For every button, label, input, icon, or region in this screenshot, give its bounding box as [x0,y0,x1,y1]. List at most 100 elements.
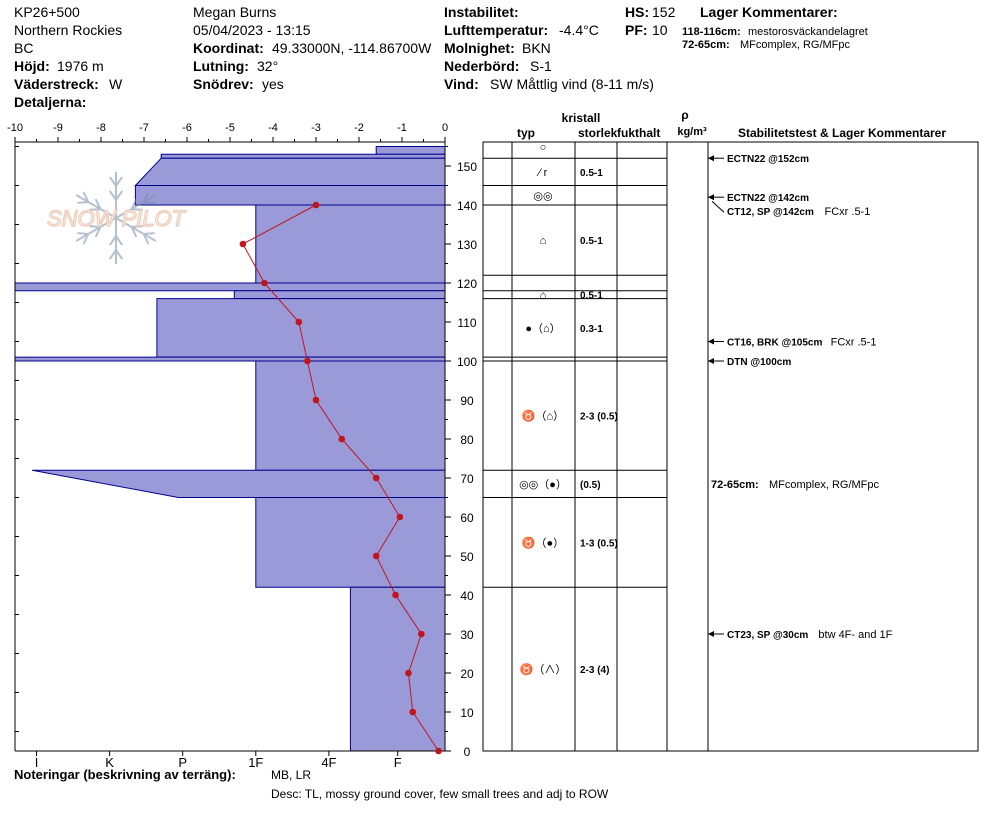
sky-label: Molnighet: [444,40,515,56]
temperature-point [312,396,320,404]
snowflake-branch [143,201,155,204]
grain-type: ⌂ [540,290,547,302]
snowflake-branch [115,235,124,246]
height-tick-label: 0 [464,745,471,759]
grain-size: 1-3 (0.5) [580,538,618,549]
temperature-tick-label: 0 [442,122,448,134]
stability-test: CT23, SP @30cm [727,630,808,641]
layer-comment-range: 72-65cm: [682,39,730,51]
layer-rows: ○ ⁄ r 0.5-1 ◎◎ ⌂ 0.5-1 ⌂ 0.5-1 ●（⌂） 0.3-1 ♉（⌂） 2-3 … [483,142,893,752]
height-tick-label: 60 [460,511,474,525]
snowflake-branch [94,198,102,210]
hardness-layer [255,497,446,588]
hardness-layer [134,157,446,186]
height-label: Höjd: [14,58,50,74]
precip-label: Nederbörd: [444,58,519,74]
temperature-point [312,201,320,209]
grain-size: 0.5-1 [580,168,603,179]
grain-size: 0.5-1 [580,291,603,302]
height-tick-label: 150 [457,160,477,174]
temperature-point [392,591,399,599]
snowflake-branch [108,249,117,260]
height-tick-label: 70 [460,472,474,486]
hardness-label: P [178,755,187,770]
height-tick-label: 140 [457,199,477,213]
sky-value: BKN [522,40,551,56]
region: Northern Rockies [14,22,122,38]
grain-type: ●（⌂） [525,322,560,335]
test-arrow-head [708,358,714,364]
coordinate-value: 49.33000N, -114.86700W [272,40,432,56]
density-header: ρ [681,108,688,122]
temperature-point [304,357,311,365]
temperature-point [396,513,404,521]
grain-type: ♉（●） [522,536,564,549]
drift-label: Snödrev: [193,76,254,92]
drift-value: yes [262,76,284,92]
crystal-header: kristall [562,111,601,125]
temperature-tick-label: -5 [225,122,235,134]
coordinate-label: Koordinat: [193,40,264,56]
snowflake-branch [142,233,150,245]
snowflake-arm [75,194,117,219]
temperature-profile [239,201,442,755]
snowflake-branch [115,190,124,201]
temperature-tick-label: -1 [397,122,407,134]
snowflake-branch [130,226,138,238]
airtemp-value: -4.4°C [559,22,599,38]
wind-value: SW Måttlig vind (8-11 m/s) [490,76,654,92]
hardness-label: 1F [248,755,263,770]
density-unit: kg/m³ [677,126,707,138]
height-tick-label: 20 [460,667,474,681]
hardness-label: 4F [321,755,336,770]
snowflake-branch [89,208,101,211]
hardness-layer [255,204,446,284]
layer-comment-text: mestorosväckandelagret [748,26,868,38]
test-arrow-head [708,338,714,345]
height-tick-label: 100 [457,355,477,369]
layer-comment-text: MFcomplex, RG/MFpc [740,39,851,51]
temperature-point [372,474,380,482]
snowflake-arm [75,217,117,242]
hardness-label: F [394,755,402,770]
hardness-layer [134,185,446,206]
stability-comment: FCxr .5-1 [825,206,871,218]
test-arrow-head [708,155,714,162]
temperature-point [418,630,425,638]
header: KP26+500 Northern Rockies BC Höjd: 1976 … [14,4,868,110]
hs-value: 152 [652,4,676,20]
site-name: KP26+500 [14,4,80,20]
grain-size: 2-3 (0.5) [580,412,618,423]
snowflake-branch [82,233,90,245]
snowflake-branch [77,232,89,235]
hardness-layer [349,586,446,752]
hardness-layer [156,298,446,358]
snowflake-branch [131,208,143,211]
height-tick-label: 110 [457,316,476,330]
grain-type: ◎◎（●） [519,478,567,491]
temperature-tick-label: -8 [96,122,106,134]
wind-label: Vind: [444,76,479,92]
footer: Noteringar (beskrivning av terräng): MB,… [14,767,609,801]
hardness-layer [14,356,446,362]
snowflake-icon [75,172,157,264]
temperature-tick-label: -4 [268,122,278,134]
chart-axes: -10 -9 -8 -7 -6 -5 -4 -3 -2 -1 0010203040506070809… [7,122,477,770]
test-arrow-head [708,194,714,201]
grain-size: 0.5-1 [580,236,603,247]
height-tick-label: 130 [457,238,477,252]
height-tick-label: 50 [460,550,474,564]
temperature-point [372,552,380,560]
watermark-text: SNOW PILOT [47,206,187,231]
instability-label: Instabilitet: [444,4,519,20]
height-tick-label: 90 [460,394,474,408]
temperature-point [405,669,412,677]
table-frame [482,141,979,752]
precip-value: S-1 [530,58,552,74]
description: Desc: TL, mossy ground cover, few small … [271,787,609,801]
pf-value: 10 [652,22,668,38]
aspect-value: W [109,76,123,92]
type-header: typ [517,126,535,140]
snowflake-branch [108,190,117,201]
grain-size: 2-3 (4) [580,665,609,676]
